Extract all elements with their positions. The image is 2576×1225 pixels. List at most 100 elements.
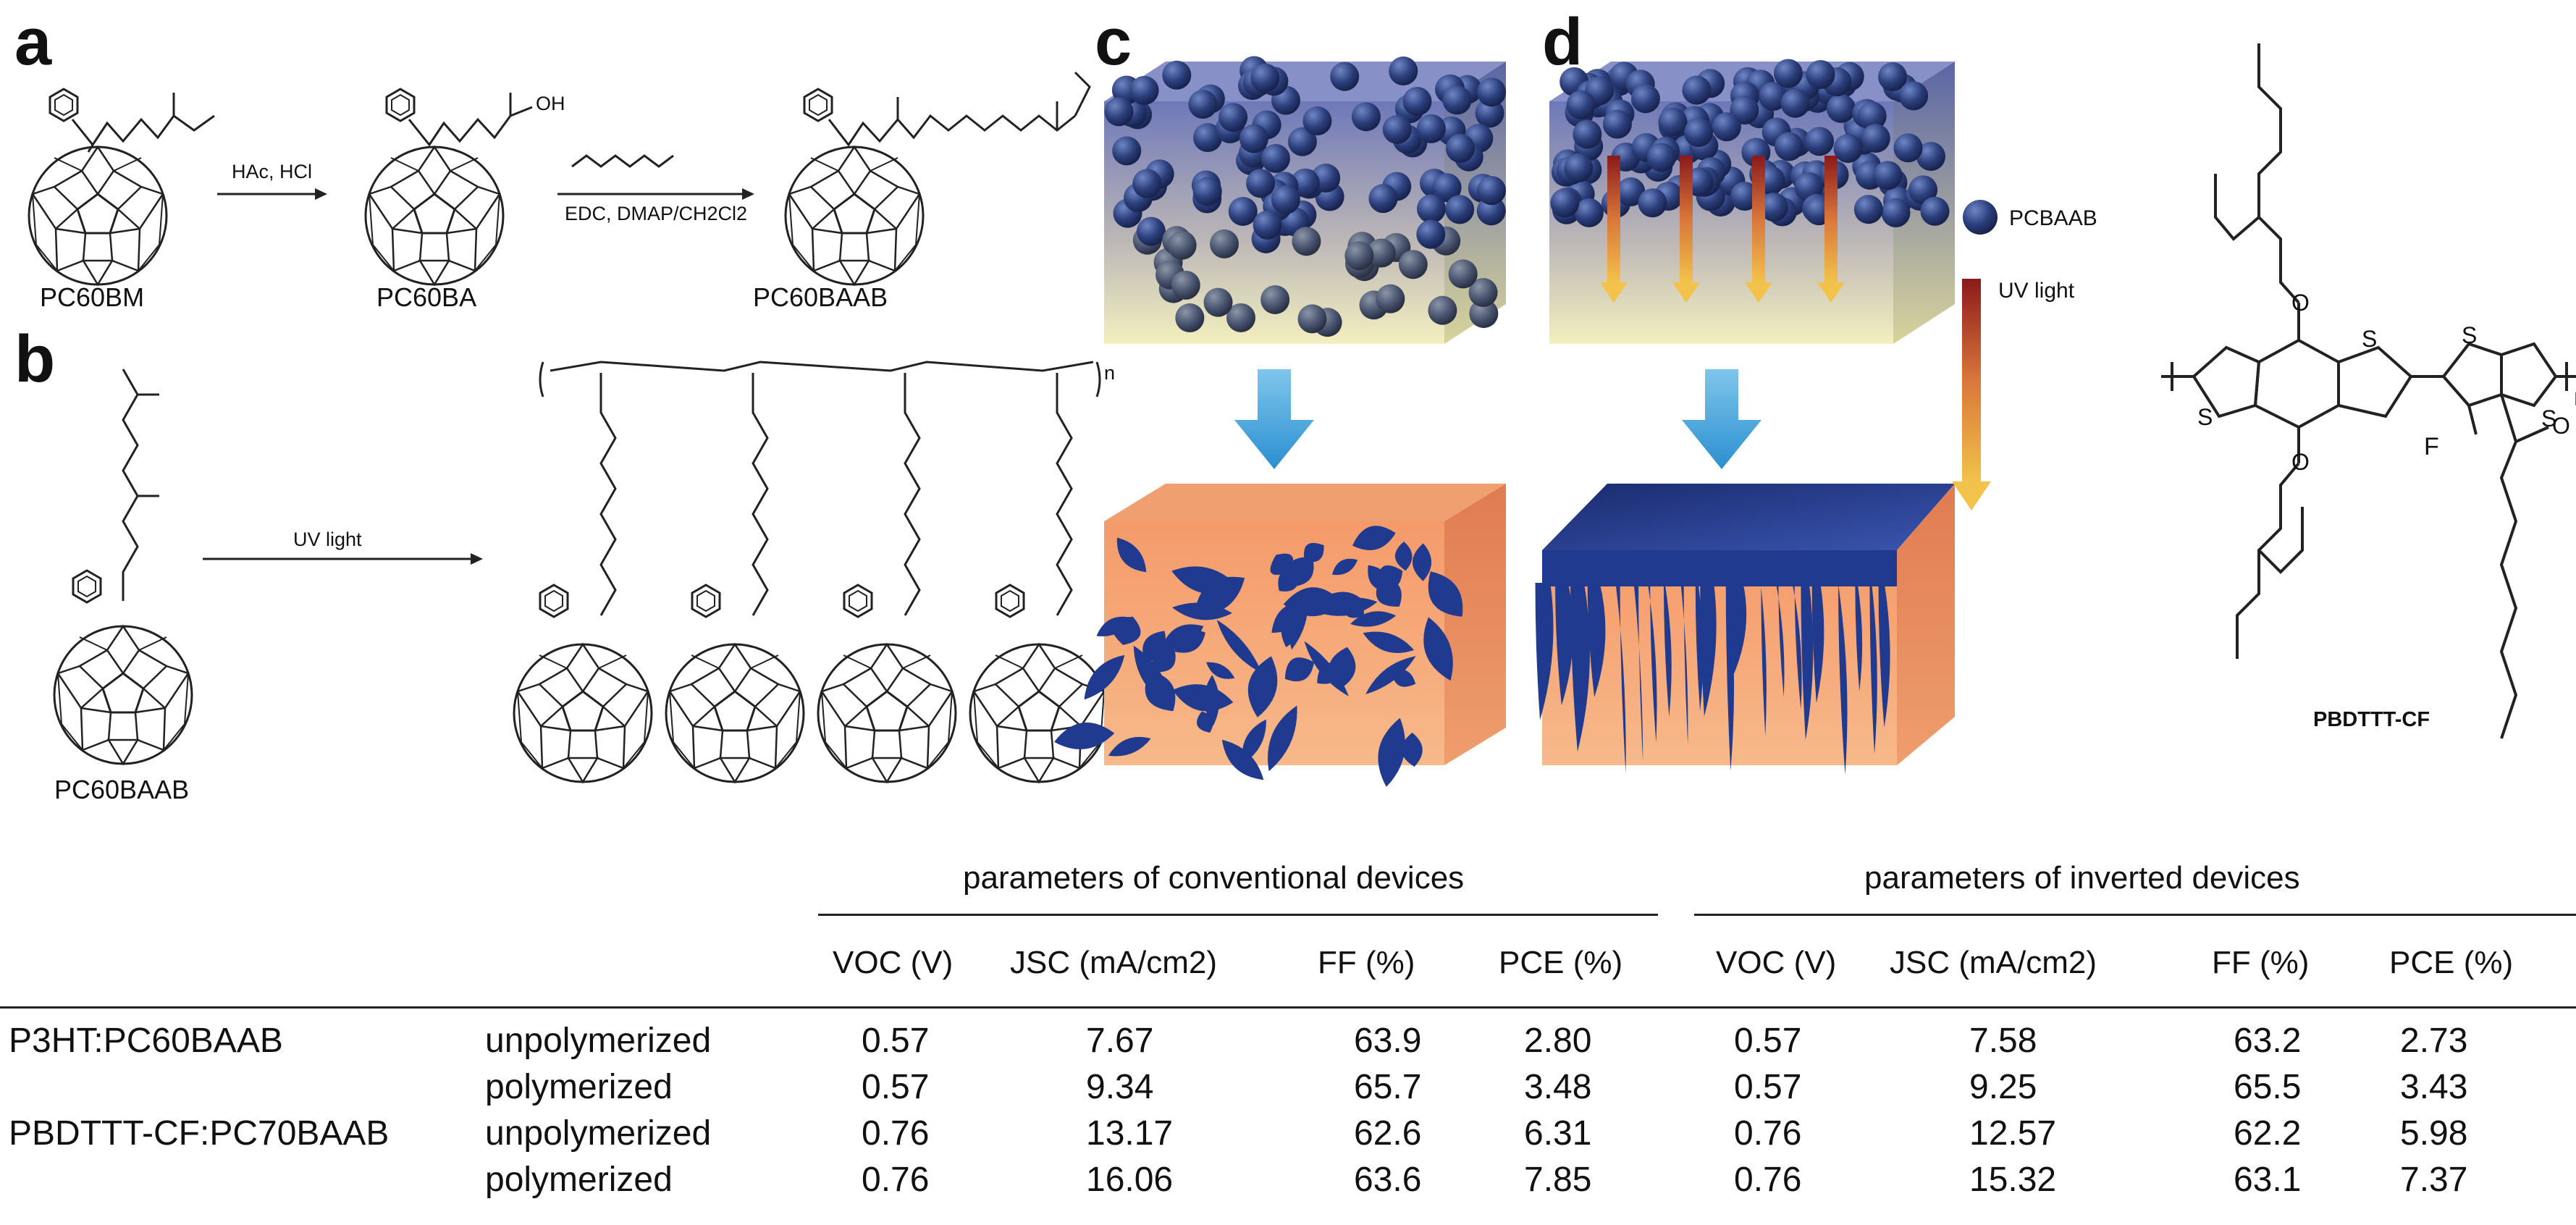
legend-pcbaab-label: PCBAAB	[2009, 206, 2097, 230]
value-cell: 65.5	[2234, 1068, 2302, 1106]
donor-domain	[1242, 719, 1266, 764]
pcbaab-sphere	[1573, 119, 1602, 149]
pcbaab-sphere	[1833, 134, 1863, 164]
state-cell: polymerized	[485, 1161, 673, 1199]
donor-finger	[1615, 583, 1626, 774]
donor-finger	[1776, 583, 1785, 697]
value-cell: 0.76	[1734, 1114, 1802, 1153]
state-cell: unpolymerized	[485, 1022, 712, 1060]
state-cell: polymerized	[485, 1068, 673, 1106]
value-cell: 0.57	[1734, 1068, 1802, 1106]
label-polymer-n: n	[1104, 362, 1116, 384]
pcbaab-sphere	[1616, 177, 1646, 207]
pbdttt-cf-structure	[2161, 43, 2576, 739]
pcbaab-sphere	[1550, 188, 1580, 218]
label-uv-light-reaction: UV light	[293, 529, 362, 550]
pcbaab-sphere	[1376, 284, 1405, 313]
pcbaab-sphere	[1162, 60, 1192, 90]
donor-finger	[1878, 583, 1890, 728]
table-header-rule	[0, 1006, 2576, 1009]
reagent-hac-hcl: HAc, HCl	[232, 161, 313, 182]
polymer-unit-2	[665, 373, 805, 783]
pcbaab-sphere	[1476, 196, 1506, 226]
pbdttt-o3: O	[2552, 413, 2570, 439]
pcbaab-sphere	[1351, 102, 1381, 132]
value-cell: 63.2	[2234, 1022, 2302, 1060]
pcbaab-sphere	[1878, 62, 1908, 91]
value-cell: 6.31	[1524, 1114, 1592, 1153]
pcbaab-sphere	[1302, 106, 1332, 136]
label-pc60ba: PC60BA	[376, 282, 477, 312]
donor-domain	[1287, 557, 1314, 587]
value-cell: 7.58	[1969, 1022, 2037, 1060]
pcbaab-sphere	[1469, 299, 1499, 329]
panel-label-c: c	[1095, 5, 1132, 79]
pcbaab-sphere	[1226, 303, 1255, 332]
pcbaab-sphere	[1908, 175, 1938, 205]
pcbaab-sphere	[1203, 287, 1233, 317]
value-cell: 15.32	[1969, 1161, 2057, 1199]
pc60bm-structure	[28, 88, 215, 286]
down-arrow-conventional	[1234, 369, 1314, 469]
pcbaab-sphere	[1104, 97, 1134, 127]
donor-domain	[1084, 654, 1125, 700]
pbdttt-o2: O	[2291, 449, 2310, 475]
pcbaab-sphere	[1630, 84, 1660, 114]
donor-domain	[1330, 592, 1365, 607]
pcbaab-sphere	[1574, 198, 1604, 227]
pcbaab-sphere	[1920, 196, 1950, 226]
pcbaab-sphere	[1432, 173, 1462, 203]
polymer-product-structure	[539, 361, 1101, 397]
column-header: FF (%)	[2212, 945, 2310, 980]
donor-domain	[1111, 616, 1141, 645]
pbdttt-s4: S	[2541, 405, 2557, 432]
pcbaab-sphere	[1416, 194, 1446, 224]
legend-sphere-icon	[1963, 200, 1998, 235]
donor-domain	[1368, 565, 1392, 592]
pcbaab-sphere	[1445, 133, 1475, 163]
pbdttt-s1: S	[2197, 404, 2213, 430]
value-cell: 16.06	[1086, 1161, 1174, 1199]
value-cell: 12.57	[1969, 1114, 2057, 1153]
pcbaab-sphere	[1448, 259, 1478, 289]
pcbaab-sphere	[1228, 196, 1258, 226]
pcbaab-sphere	[1330, 62, 1360, 91]
pcbaab-sphere	[1416, 114, 1446, 143]
donor-domain	[1174, 629, 1205, 653]
material-cell: PBDTTT-CF:PC70BAAB	[9, 1114, 390, 1153]
uv-reaction-arrow	[203, 553, 483, 565]
pcbaab-sphere	[1193, 123, 1223, 153]
polymer-unit-1	[513, 373, 653, 783]
pcbaab-sphere	[1389, 56, 1418, 86]
column-header: VOC (V)	[833, 945, 954, 980]
pcbaab-sphere	[1175, 303, 1205, 333]
pbdttt-s3: S	[2462, 322, 2478, 348]
column-header: VOC (V)	[1716, 945, 1837, 980]
donor-domain	[1352, 526, 1396, 550]
pcbaab-sphere	[1566, 90, 1596, 119]
pcbaab-sphere	[1136, 216, 1166, 246]
pcbaab-sphere	[1857, 101, 1887, 131]
label-pc60baab: PC60BAAB	[753, 282, 888, 312]
value-cell: 9.34	[1086, 1068, 1154, 1106]
group-rule-inverted	[1694, 914, 2576, 916]
value-cell: 2.80	[1524, 1022, 1592, 1060]
donor-domain	[1133, 645, 1172, 707]
pcbaab-sphere	[1171, 270, 1200, 300]
value-cell: 62.2	[2234, 1114, 2302, 1153]
donor-finger	[1633, 583, 1643, 762]
pbdttt-name: PBDTTT-CF	[2313, 708, 2430, 731]
pcbaab-sphere	[1564, 153, 1594, 183]
pcbaab-sphere	[1916, 142, 1945, 172]
pcbaab-sphere	[1260, 143, 1290, 173]
pcbaab-sphere	[1712, 112, 1741, 142]
donor-domain	[1268, 705, 1297, 772]
donor-finger	[1727, 583, 1747, 676]
legend-uv-light-label: UV light	[1998, 279, 2075, 303]
pcbaab-sphere	[1773, 59, 1803, 88]
pcbaab-sphere	[1730, 181, 1759, 211]
pcbaab-sphere	[1602, 109, 1632, 139]
inverted-solution-box	[1549, 59, 1955, 344]
pcbaab-sphere	[1210, 229, 1239, 258]
